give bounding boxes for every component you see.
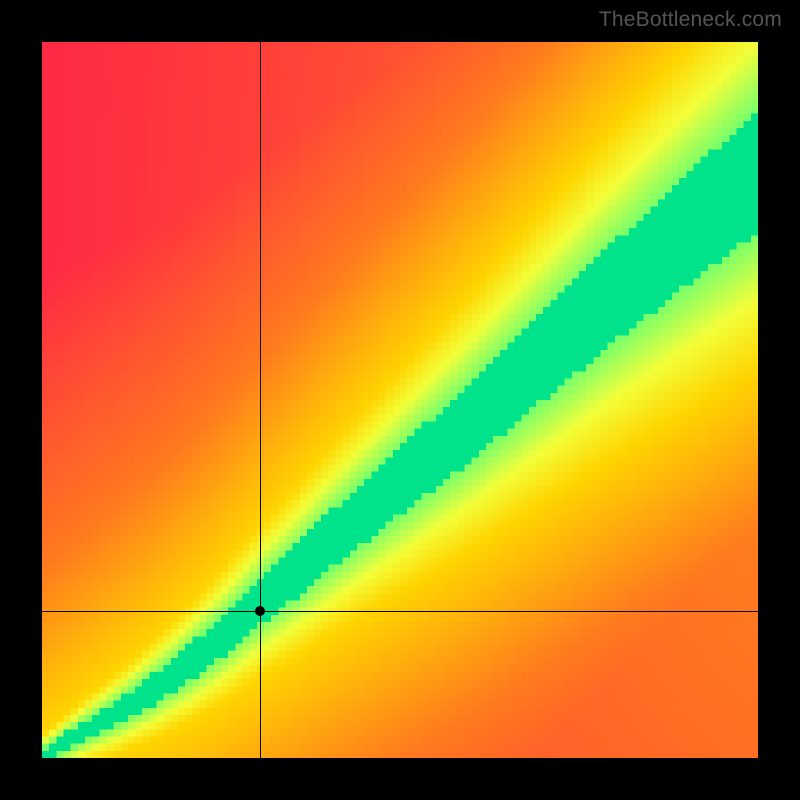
watermark-text: TheBottleneck.com (599, 8, 782, 32)
crosshair-marker (255, 606, 265, 616)
heatmap-plot (42, 42, 758, 758)
crosshair-vertical (260, 42, 261, 758)
crosshair-horizontal (42, 611, 758, 612)
heatmap-canvas (42, 42, 758, 758)
